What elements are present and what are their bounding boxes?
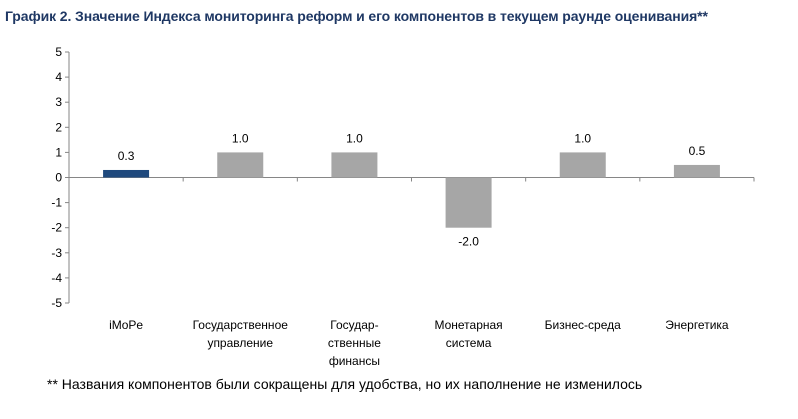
category-labels: iMoPe Государственное управление Государ-ст… <box>109 318 729 368</box>
y-tick-label: 5 <box>55 45 62 59</box>
category-label-line: iMoPe <box>109 318 143 332</box>
data-label: 1.0 <box>346 131 363 145</box>
category-label: Энергетика <box>665 318 729 332</box>
bar <box>559 152 606 178</box>
category-label-line: Государственное <box>193 318 289 332</box>
data-label: 0.5 <box>689 144 706 158</box>
category-label-line: ственные <box>328 336 381 350</box>
y-axis: -5 -4 -3 -2 -1 0 1 2 3 4 5 <box>51 45 70 310</box>
y-tick-label: 1 <box>55 145 62 159</box>
category-label: Государственное управление <box>193 318 289 350</box>
category-label-line: система <box>446 336 492 350</box>
bars <box>103 152 720 228</box>
category-label-line: Монетарная <box>434 318 502 332</box>
data-label: 1.0 <box>232 131 249 145</box>
y-tick-label: -2 <box>51 221 62 235</box>
y-tick-label: -3 <box>51 246 62 260</box>
bar <box>217 152 264 178</box>
category-label-line: финансы <box>329 354 380 368</box>
bar <box>445 177 492 228</box>
data-label: -2.0 <box>458 235 479 249</box>
category-label-line: Бизнес-среда <box>545 318 621 332</box>
bar <box>331 152 378 178</box>
category-label: iMoPe <box>109 318 143 332</box>
bar <box>103 169 150 178</box>
y-tick-label: -4 <box>51 271 62 285</box>
category-label: Бизнес-среда <box>545 318 621 332</box>
data-label: 0.3 <box>118 149 135 163</box>
chart-title: График 2. Значение Индекса мониторинга р… <box>5 8 708 24</box>
data-labels: 0.3 1.0 1.0 -2.0 1.0 0.5 <box>118 131 706 248</box>
y-tick-label: 4 <box>55 70 62 84</box>
category-label-line: Энергетика <box>665 318 729 332</box>
category-label-line: Государ- <box>330 318 378 332</box>
category-label: Монетарная система <box>434 318 502 350</box>
y-tick-label: -1 <box>51 196 62 210</box>
x-axis <box>68 177 755 182</box>
category-label: Государ-ственные финансы <box>328 318 381 368</box>
footnote: ** Названия компонентов были сокращены д… <box>47 376 643 392</box>
y-tick-label: 3 <box>55 95 62 109</box>
y-tick-label: -5 <box>51 296 62 310</box>
y-tick-label: 2 <box>55 120 62 134</box>
y-tick-label: 0 <box>55 171 62 185</box>
data-label: 1.0 <box>574 131 591 145</box>
category-label-line: управление <box>207 336 273 350</box>
bar <box>673 164 720 178</box>
